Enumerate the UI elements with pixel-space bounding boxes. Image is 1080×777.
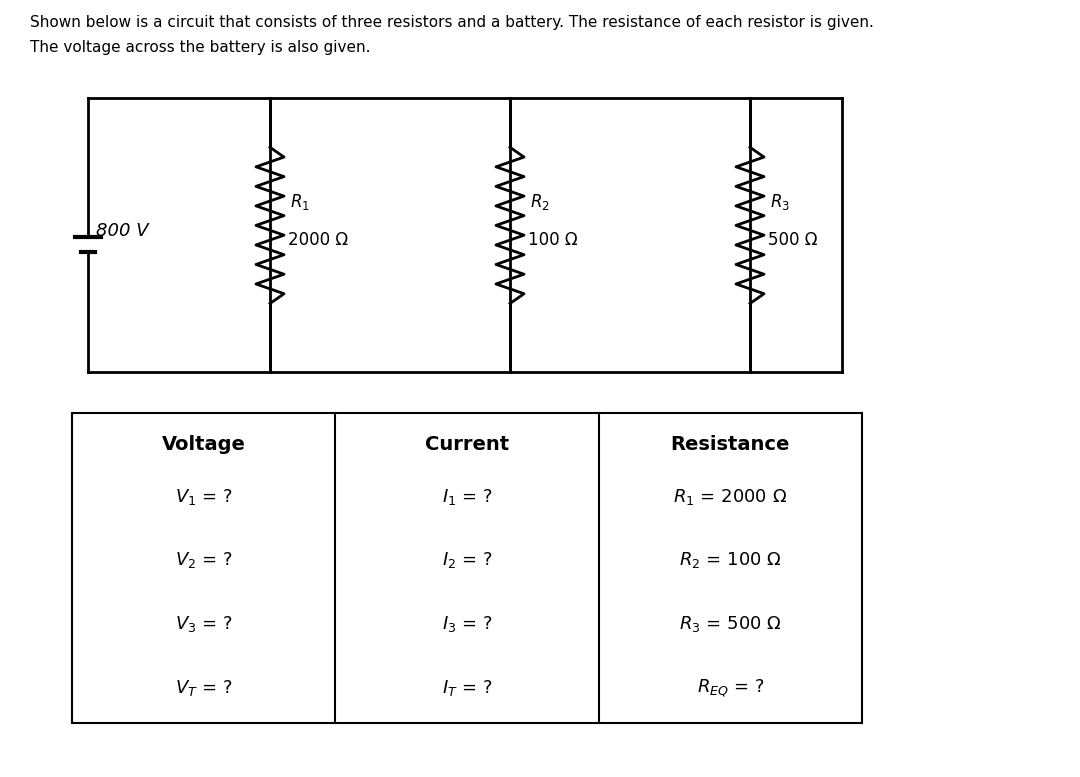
- Text: $I_3$ = ?: $I_3$ = ?: [442, 614, 492, 634]
- Text: $V_2$ = ?: $V_2$ = ?: [175, 550, 232, 570]
- Text: $V_3$ = ?: $V_3$ = ?: [175, 614, 232, 634]
- Text: 500 Ω: 500 Ω: [768, 232, 818, 249]
- Text: $R_{EQ}$ = ?: $R_{EQ}$ = ?: [697, 677, 765, 699]
- Text: $R_2$ = 100 Ω: $R_2$ = 100 Ω: [679, 550, 782, 570]
- Text: $R_2$: $R_2$: [530, 192, 550, 212]
- Text: $R_3$ = 500 Ω: $R_3$ = 500 Ω: [679, 614, 782, 634]
- Text: Current: Current: [424, 435, 509, 455]
- Text: 2000 Ω: 2000 Ω: [288, 232, 348, 249]
- Text: $I_T$ = ?: $I_T$ = ?: [442, 678, 492, 698]
- Text: $R_3$: $R_3$: [770, 192, 791, 212]
- Text: $V_T$ = ?: $V_T$ = ?: [175, 678, 232, 698]
- Text: Resistance: Resistance: [671, 435, 791, 455]
- Text: $I_2$ = ?: $I_2$ = ?: [442, 550, 492, 570]
- Text: The voltage across the battery is also given.: The voltage across the battery is also g…: [30, 40, 370, 55]
- Text: Voltage: Voltage: [162, 435, 245, 455]
- Text: 800 V: 800 V: [96, 222, 149, 241]
- Text: $I_1$ = ?: $I_1$ = ?: [442, 486, 492, 507]
- Text: $R_1$ = 2000 Ω: $R_1$ = 2000 Ω: [673, 486, 787, 507]
- Text: Shown below is a circuit that consists of three resistors and a battery. The res: Shown below is a circuit that consists o…: [30, 15, 874, 30]
- Text: $V_1$ = ?: $V_1$ = ?: [175, 486, 232, 507]
- Text: $R_1$: $R_1$: [291, 192, 310, 212]
- Text: 100 Ω: 100 Ω: [528, 232, 578, 249]
